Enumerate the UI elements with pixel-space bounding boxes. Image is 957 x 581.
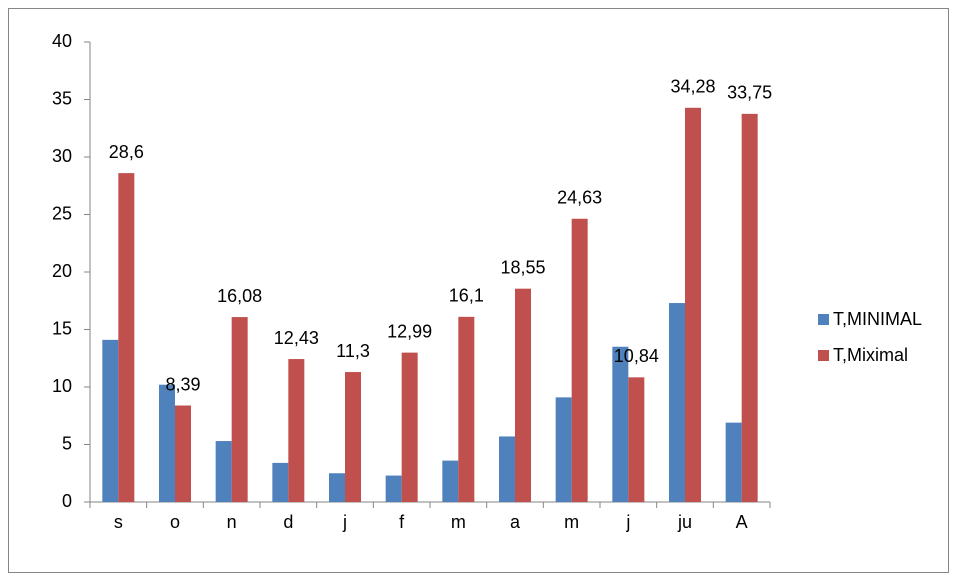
bar — [272, 462, 289, 502]
x-tick-label: n — [227, 512, 237, 532]
data-label: 10,84 — [614, 346, 659, 366]
bar — [442, 460, 459, 502]
y-tick-label: 15 — [52, 318, 72, 338]
legend-swatch — [818, 314, 829, 325]
x-tick-label: s — [114, 512, 123, 532]
bar — [118, 173, 135, 502]
bar — [612, 346, 629, 502]
bar — [685, 107, 701, 502]
y-tick-label: 35 — [52, 88, 72, 108]
x-tick-label: f — [399, 512, 405, 532]
bar — [329, 473, 345, 502]
data-label: 33,75 — [727, 83, 772, 103]
bar — [159, 384, 175, 502]
data-label: 24,63 — [557, 188, 602, 208]
x-tick-label: m — [451, 512, 466, 532]
bar — [571, 218, 588, 502]
bar — [175, 405, 191, 502]
bar — [215, 441, 232, 502]
bar — [102, 339, 119, 502]
data-label: 16,08 — [217, 286, 262, 306]
bar — [741, 113, 758, 502]
bar — [725, 422, 742, 502]
bar — [458, 316, 475, 502]
data-label: 8,39 — [165, 374, 200, 394]
x-tick-label: j — [342, 512, 347, 532]
x-tick-label: ju — [677, 512, 692, 532]
y-tick-label: 0 — [62, 491, 72, 511]
x-tick-label: j — [625, 512, 630, 532]
bar — [401, 352, 418, 502]
bar — [555, 397, 572, 502]
y-tick-label: 10 — [52, 376, 72, 396]
data-label: 11,3 — [336, 341, 370, 361]
bar — [515, 288, 531, 502]
data-label: 34,28 — [670, 77, 715, 97]
y-tick-label: 20 — [52, 261, 72, 281]
legend-swatch — [818, 350, 829, 361]
x-tick-label: A — [736, 512, 748, 532]
bar — [288, 359, 305, 502]
x-tick-label: o — [170, 512, 180, 532]
data-label: 16,1 — [449, 286, 484, 306]
data-label: 28,6 — [109, 142, 144, 162]
y-tick-label: 30 — [52, 146, 72, 166]
y-tick-label: 5 — [62, 433, 72, 453]
bar — [628, 377, 645, 502]
bar — [385, 475, 402, 502]
x-tick-label: m — [564, 512, 579, 532]
data-label: 12,43 — [274, 328, 319, 348]
x-tick-label: d — [283, 512, 293, 532]
bar — [499, 436, 515, 502]
bar — [231, 317, 248, 502]
bar — [345, 372, 361, 502]
data-label: 18,55 — [500, 257, 545, 277]
bar — [669, 303, 685, 502]
y-tick-label: 25 — [52, 203, 72, 223]
y-tick-label: 40 — [52, 31, 72, 51]
x-tick-label: a — [510, 512, 521, 532]
legend-label: T,Miximal — [833, 345, 908, 365]
legend-label: T,MINIMAL — [833, 309, 922, 329]
data-label: 12,99 — [387, 321, 432, 341]
